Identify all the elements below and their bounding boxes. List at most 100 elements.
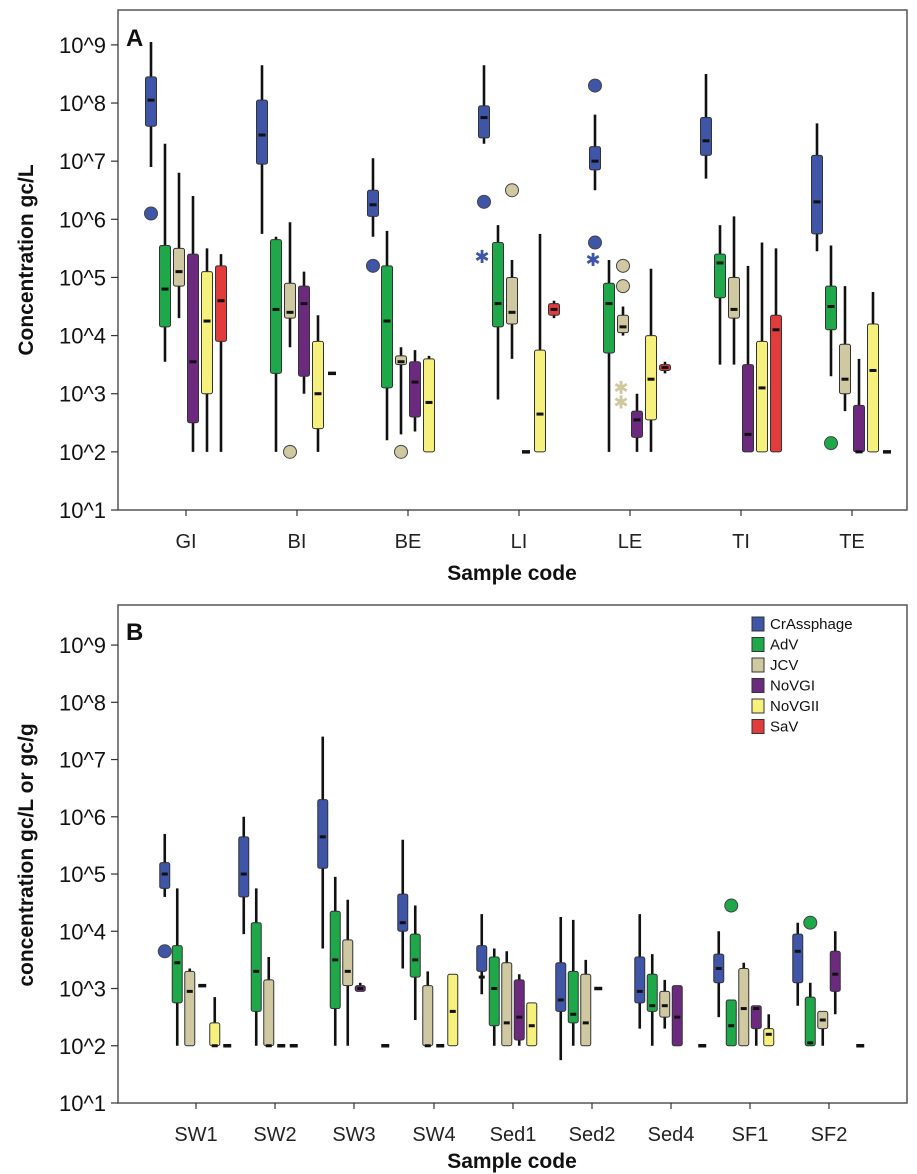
box-sed2-crassphage bbox=[555, 916, 567, 1061]
box-gi-jcv bbox=[173, 172, 185, 319]
box-le-crassphage bbox=[589, 114, 601, 191]
box-body bbox=[728, 276, 740, 319]
box-body bbox=[298, 285, 310, 377]
y-tick-label: 10^8 bbox=[59, 91, 106, 116]
box-le-novgii bbox=[645, 268, 657, 452]
box-bi-adv bbox=[270, 236, 282, 452]
box-sw4-jcv bbox=[422, 971, 434, 1048]
box-sf1-crassphage bbox=[713, 931, 725, 1018]
outlier-le-crassphage bbox=[588, 78, 602, 93]
box-body bbox=[215, 265, 227, 342]
box-sf1-novgii bbox=[763, 1014, 775, 1047]
box-body bbox=[555, 962, 567, 1012]
legend-swatch-novgii bbox=[751, 698, 765, 714]
box-ti-crassphage bbox=[700, 73, 712, 179]
box-sed2-adv bbox=[567, 919, 579, 1046]
box-bi-crassphage bbox=[256, 65, 268, 234]
box-body bbox=[756, 340, 768, 453]
box-sed4-jcv bbox=[659, 979, 671, 1029]
box-bi-novgii bbox=[312, 315, 324, 452]
x-tick-label-te: TE bbox=[839, 531, 865, 553]
outlier-sf1-adv bbox=[724, 898, 739, 913]
y-tick-label: 10^4 bbox=[59, 324, 106, 349]
x-tick-label-sw1: SW1 bbox=[174, 1124, 217, 1146]
box-body bbox=[422, 985, 434, 1047]
box-gi-crassphage bbox=[145, 41, 157, 167]
box-sw3-novgi bbox=[354, 982, 366, 992]
outlier-gi-crassphage bbox=[144, 206, 158, 221]
y-tick-label: 10^3 bbox=[59, 977, 106, 1002]
box-be-novgii bbox=[423, 355, 435, 453]
box-ti-novgii bbox=[756, 242, 768, 453]
y-tick-label: 10^3 bbox=[59, 382, 106, 407]
y-tick-label: 10^1 bbox=[59, 498, 106, 523]
box-sed1-adv bbox=[488, 948, 500, 1046]
box-te-novgii bbox=[867, 291, 879, 453]
box-body bbox=[603, 282, 615, 354]
box-li-sav bbox=[548, 300, 560, 319]
y-tick-label: 10^8 bbox=[59, 690, 106, 715]
box-body bbox=[580, 973, 592, 1047]
box-le-jcv bbox=[617, 306, 629, 336]
x-tick-label-sf1: SF1 bbox=[732, 1124, 769, 1146]
box-body bbox=[184, 970, 196, 1047]
box-body bbox=[492, 242, 504, 328]
box-body bbox=[476, 945, 488, 972]
panel-b-x-axis: SW1 SW2 SW3 SW4 Sed1 Sed2 Sed4 SF1 SF2 bbox=[174, 1103, 847, 1146]
outlier-be-crassphage bbox=[366, 258, 380, 273]
outlier-sw1-crassphage bbox=[157, 944, 172, 959]
box-body bbox=[646, 973, 658, 1012]
box-li-adv bbox=[492, 225, 504, 400]
box-sf1-jcv bbox=[738, 962, 750, 1047]
box-body bbox=[839, 343, 851, 395]
panel-a-boxes: ✱ ✱✱✱ bbox=[144, 41, 891, 459]
box-ti-sav bbox=[770, 248, 782, 453]
box-sw3-crassphage bbox=[317, 736, 329, 949]
legend-label-novgi: NoVGI bbox=[770, 678, 815, 695]
box-body bbox=[792, 933, 804, 984]
box-sw3-jcv bbox=[342, 899, 354, 1046]
y-tick-label: 10^9 bbox=[59, 33, 106, 58]
x-tick-label-ti: TI bbox=[732, 531, 750, 553]
panel-a: A 10^1 10^2 10^3 10^4 10^5 10^6 10^7 10^8 10^9 G… bbox=[15, 9, 908, 585]
box-body bbox=[811, 154, 823, 235]
box-body bbox=[256, 99, 268, 165]
box-sed1-novgii bbox=[526, 1002, 538, 1047]
box-sf2-novgi bbox=[829, 931, 841, 1015]
box-body bbox=[201, 271, 213, 395]
x-tick-label-sw3: SW3 bbox=[332, 1124, 375, 1146]
x-tick-label-le: LE bbox=[618, 531, 642, 553]
box-body bbox=[829, 950, 841, 992]
panel-a-letter: A bbox=[126, 25, 143, 52]
box-body bbox=[409, 933, 421, 978]
panel-b-boxes bbox=[157, 736, 865, 1061]
box-sed4-crassphage bbox=[634, 914, 646, 1029]
panel-a-x-axis: GI BI BE LI LE TI TE bbox=[175, 510, 865, 553]
box-body bbox=[631, 410, 643, 438]
outlier-le-crassphage bbox=[588, 235, 602, 250]
box-body bbox=[770, 314, 782, 453]
box-body bbox=[312, 340, 324, 430]
box-body bbox=[409, 361, 421, 418]
y-tick-label: 10^7 bbox=[59, 149, 106, 174]
box-body bbox=[634, 956, 646, 1004]
box-sw4-crassphage bbox=[397, 839, 409, 969]
y-tick-label: 10^2 bbox=[59, 440, 106, 465]
box-body bbox=[238, 836, 250, 898]
box-sw2-jcv bbox=[263, 957, 275, 1048]
legend-swatch-adv bbox=[751, 637, 765, 652]
box-body bbox=[742, 364, 754, 453]
box-sw2-crassphage bbox=[238, 816, 250, 935]
panel-b-letter: B bbox=[126, 619, 143, 646]
box-body bbox=[804, 996, 816, 1047]
box-gi-adv bbox=[159, 143, 171, 362]
panel-a-y-axis-label: Concentration gc/L bbox=[15, 164, 38, 356]
box-body bbox=[209, 1022, 221, 1047]
box-sw3-adv bbox=[329, 876, 341, 1046]
legend-label-novgii: NoVGII bbox=[770, 698, 819, 715]
legend: CrAssphage AdV JCV NoVGI NoVGII SaV bbox=[751, 616, 853, 736]
panel-a-y-axis: 10^1 10^2 10^3 10^4 10^5 10^6 10^7 10^8 10^9 bbox=[59, 33, 118, 523]
box-body bbox=[478, 105, 490, 139]
box-sw1-jcv bbox=[184, 968, 196, 1047]
panel-b-x-axis-label: Sample code bbox=[447, 1150, 577, 1173]
